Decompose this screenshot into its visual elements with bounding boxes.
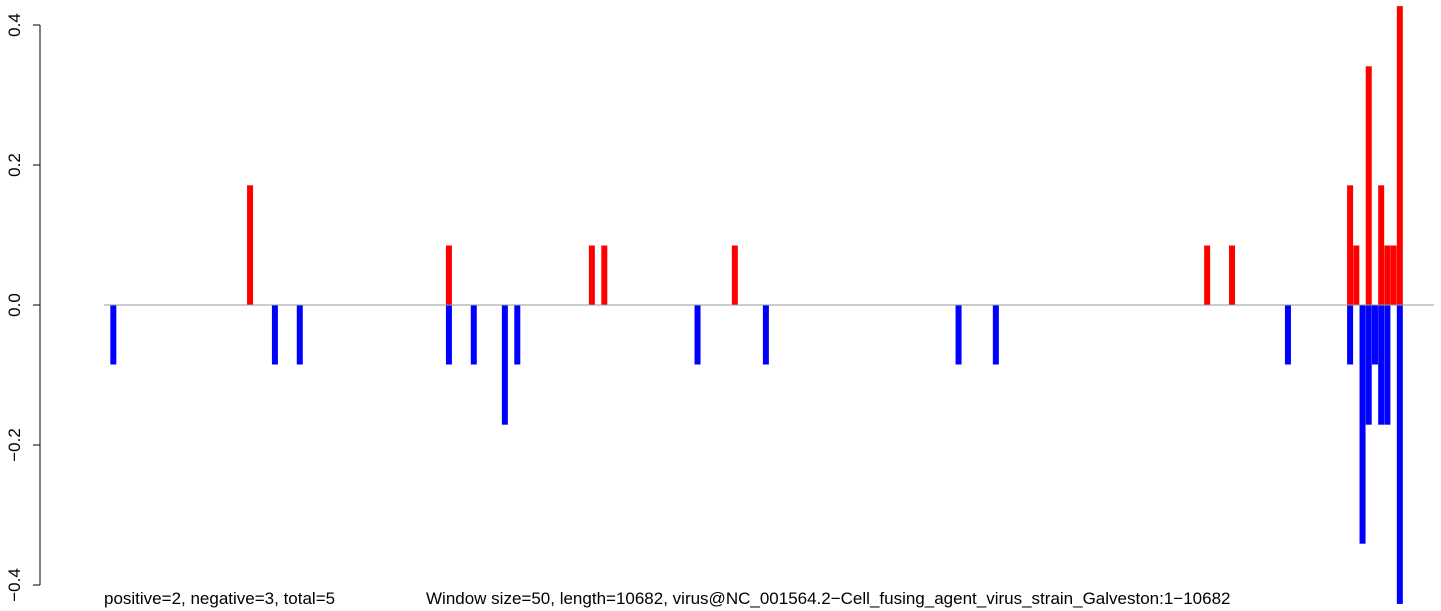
footer-window-info-text: Window size=50, length=10682, virus@NC_0… (426, 589, 1231, 608)
negative-bar (694, 305, 701, 365)
negative-bar (110, 305, 117, 365)
negative-bar (955, 305, 962, 365)
negative-bar (1284, 305, 1291, 365)
negative-bar (1396, 305, 1403, 604)
negative-bar (470, 305, 477, 365)
positive-bar (1390, 245, 1397, 305)
positive-bar (1365, 66, 1372, 305)
y-tick-label: 0.2 (5, 153, 24, 177)
negative-bar (501, 305, 508, 425)
y-axis: −0.4 −0.2 0.0 0.2 0.4 (5, 13, 41, 602)
positive-bar (445, 245, 452, 305)
negative-bar (762, 305, 769, 365)
negative-bar (1347, 305, 1354, 365)
positive-bar (588, 245, 595, 305)
negative-bar (992, 305, 999, 365)
negative-bar (1384, 305, 1391, 425)
y-tick-label: −0.4 (5, 568, 24, 602)
positive-bar (1378, 185, 1385, 305)
positive-bar (601, 245, 608, 305)
positive-bar (731, 245, 738, 305)
y-tick-label: −0.2 (5, 428, 24, 462)
positive-bar (247, 185, 254, 305)
positive-bar (1347, 185, 1354, 305)
negative-bar (296, 305, 303, 365)
y-tick-label: 0.4 (5, 13, 24, 37)
bars (110, 6, 1403, 604)
negative-bar (514, 305, 521, 365)
positive-bar (1204, 245, 1211, 305)
negative-bar (445, 305, 452, 365)
positive-bar (1229, 245, 1236, 305)
negative-bar (1359, 305, 1366, 544)
negative-bar (271, 305, 278, 365)
negative-bar (1371, 305, 1378, 365)
negative-bar (1365, 305, 1372, 425)
y-tick-label: 0.0 (5, 293, 24, 317)
negative-bar (1378, 305, 1385, 425)
positive-bar (1384, 245, 1391, 305)
positive-bar (1396, 6, 1403, 305)
positive-bar (1353, 245, 1360, 305)
footer-summary-text: positive=2, negative=3, total=5 (104, 589, 335, 608)
